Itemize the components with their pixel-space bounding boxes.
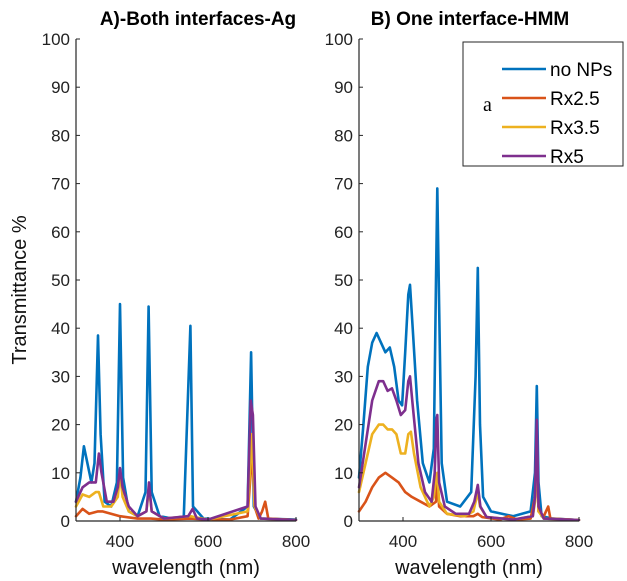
y-tick-label: 100	[325, 30, 353, 49]
series-line-no-nps	[74, 302, 298, 521]
y-tick-label: 90	[334, 78, 353, 97]
y-tick-label: 40	[51, 319, 70, 338]
y-tick-label: 100	[42, 30, 70, 49]
y-tick-label: 20	[51, 416, 70, 435]
legend-box	[462, 41, 624, 167]
y-tick-label: 20	[334, 416, 353, 435]
x-axis-label: wavelength (nm)	[394, 557, 543, 579]
y-tick-label: 30	[51, 367, 70, 386]
y-tick-label: 60	[51, 223, 70, 242]
y-tick-label: 0	[344, 512, 353, 531]
legend: a no NPs Rx2.5 Rx3.5 Rx5	[462, 41, 624, 168]
series-line-rx5	[74, 399, 298, 522]
y-tick-label: 30	[334, 367, 353, 386]
x-tick-label: 400	[106, 532, 134, 551]
series-line-no-nps	[357, 187, 581, 522]
y-tick-label: 50	[51, 271, 70, 290]
series-line-rx2-5	[357, 452, 581, 522]
series-line-rx5	[357, 375, 581, 522]
x-tick-label: 800	[282, 532, 310, 551]
x-tick-label: 600	[194, 532, 222, 551]
legend-label: Rx2.5	[550, 89, 600, 110]
x-tick-label: 800	[565, 532, 593, 551]
chart-title: B) One interface-HMM	[371, 9, 569, 30]
y-tick-label: 90	[51, 78, 70, 97]
y-tick-label: 80	[51, 126, 70, 145]
y-tick-label: 0	[61, 512, 70, 531]
panel-both-interfaces: A)-Both interfaces-Ag 0 10 20 30 40 50 60 70 80 90…	[9, 9, 310, 579]
series-line-rx3-5	[357, 423, 581, 522]
chart-title: A)-Both interfaces-Ag	[100, 9, 296, 30]
x-tick-label: 600	[477, 532, 505, 551]
y-tick-label: 10	[51, 464, 70, 483]
legend-label: Rx3.5	[550, 118, 600, 139]
y-tick-label: 70	[51, 175, 70, 194]
y-axis-label: Transmittance %	[9, 215, 31, 365]
legend-label: Rx5	[550, 147, 584, 168]
y-tick-label: 50	[334, 271, 353, 290]
x-tick-label: 400	[389, 532, 417, 551]
y-tick-label: 40	[334, 319, 353, 338]
legend-annotation: a	[483, 94, 492, 116]
panel-one-interface: B) One interface-HMM 0 10 20 30 40 50 60 70 80 90 1…	[325, 9, 594, 579]
y-tick-label: 10	[334, 464, 353, 483]
y-tick-label: 70	[334, 175, 353, 194]
y-tick-label: 80	[334, 126, 353, 145]
y-tick-label: 60	[334, 223, 353, 242]
legend-label: no NPs	[550, 60, 612, 81]
x-axis-label: wavelength (nm)	[111, 557, 260, 579]
